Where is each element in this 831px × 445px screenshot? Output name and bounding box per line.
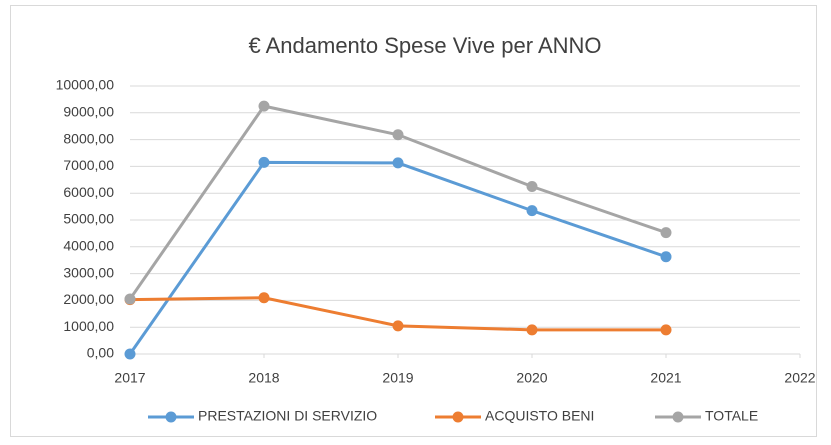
data-point [124,293,136,305]
x-tick-label: 2020 [516,370,547,386]
y-tick-label: 3000,00 [63,264,114,280]
data-point [526,205,538,217]
legend-label: ACQUISTO BENI [485,408,594,424]
legend-label: TOTALE [705,408,758,424]
data-point [392,320,404,332]
legend-item: TOTALE [655,408,758,424]
y-tick-label: 9000,00 [63,104,114,120]
data-point [660,324,672,336]
legend-marker [452,411,464,423]
x-tick-label: 2019 [382,370,413,386]
data-point [258,100,270,112]
legend-label: PRESTAZIONI DI SERVIZIO [198,408,377,424]
data-point [526,181,538,192]
legend-item: ACQUISTO BENI [435,408,594,424]
x-tick-label: 2022 [784,370,815,386]
legend-item: PRESTAZIONI DI SERVIZIO [148,408,377,424]
chart-title: € Andamento Spese Vive per ANNO [248,33,601,58]
data-point [258,156,270,168]
y-tick-label: 2000,00 [63,291,114,307]
y-tick-label: 5000,00 [63,211,114,227]
y-tick-label: 8000,00 [63,130,114,146]
legend-marker [672,411,684,423]
data-point [660,227,672,239]
data-point [392,129,404,141]
y-tick-label: 4000,00 [63,238,114,254]
y-tick-label: 10000,00 [56,77,115,93]
data-point [392,157,404,169]
y-tick-label: 7000,00 [63,157,114,173]
data-point [124,348,136,360]
data-point [660,251,672,263]
y-tick-label: 1000,00 [63,318,114,334]
chart-border [10,5,817,437]
x-tick-label: 2017 [114,370,145,386]
legend-marker [165,411,177,423]
data-point [258,292,270,304]
y-tick-label: 0,00 [87,345,114,361]
data-point [526,324,538,336]
x-tick-label: 2018 [248,370,279,386]
y-tick-label: 6000,00 [63,184,114,200]
x-tick-label: 2021 [650,370,681,386]
